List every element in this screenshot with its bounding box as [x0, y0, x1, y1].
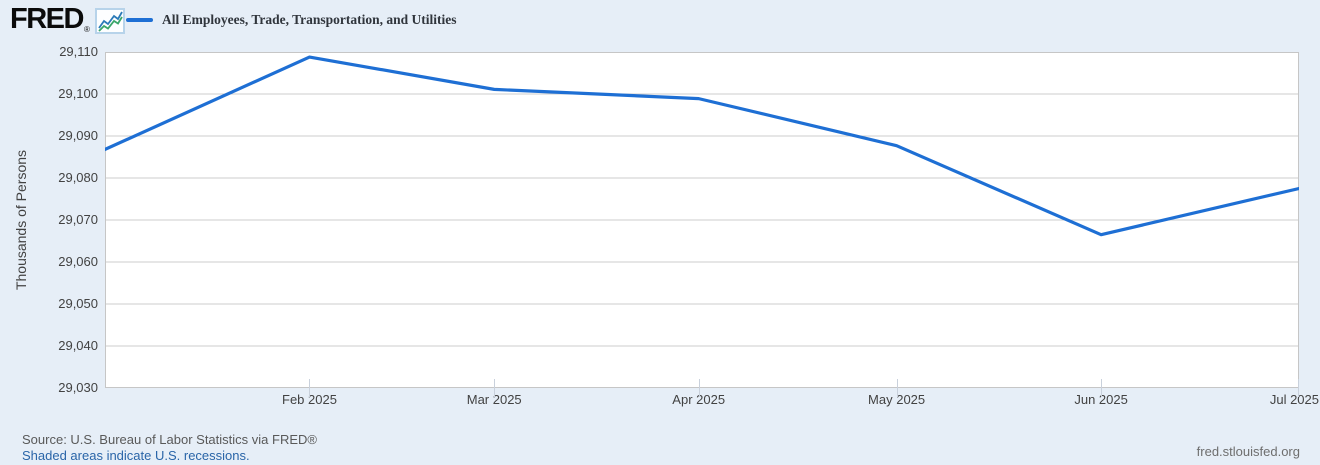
x-tick-label: Jul 2025: [1269, 392, 1319, 407]
x-tick-mark: [494, 379, 496, 397]
x-tick-mark: [896, 379, 898, 397]
y-tick-label: 29,110: [59, 44, 98, 59]
plot-border: [105, 52, 1299, 388]
legend-item: All Employees, Trade, Transportation, an…: [126, 12, 457, 28]
source-text: Source: U.S. Bureau of Labor Statistics …: [22, 432, 317, 447]
fred-wordmark: FRED: [10, 3, 84, 35]
x-tick-mark: [1298, 379, 1299, 397]
x-tick-label: Feb 2025: [282, 392, 337, 407]
y-tick-label: 29,070: [58, 212, 98, 227]
line-series: [105, 55, 1299, 237]
legend-label: All Employees, Trade, Transportation, an…: [162, 12, 457, 27]
x-tick-label: Mar 2025: [466, 392, 522, 407]
y-tick-label: 29,080: [58, 170, 98, 185]
y-tick-label: 29,030: [58, 380, 98, 395]
y-tick-label: 29,100: [58, 86, 98, 101]
y-tick-label: 29,040: [58, 338, 98, 353]
x-tick-mark: [698, 379, 700, 397]
x-tick-label: May 2025: [868, 392, 926, 407]
x-tick-label: Jun 2025: [1074, 392, 1128, 407]
site-watermark: fred.stlouisfed.org: [1196, 444, 1300, 459]
x-tick-mark: [309, 379, 311, 397]
plot-area: [105, 52, 1299, 388]
y-tick-label: 29,060: [58, 254, 98, 269]
y-tick-label: 29,090: [58, 128, 98, 143]
y-tick-label: 29,050: [58, 296, 98, 311]
legend-color-swatch: [126, 18, 153, 22]
x-tick-mark: [1101, 379, 1103, 397]
fred-logo: FRED ®: [10, 5, 125, 34]
registered-trademark: ®: [83, 25, 90, 34]
fred-logo-chart-icon: [94, 8, 125, 34]
recessions-link[interactable]: Shaded areas indicate U.S. recessions.: [22, 448, 250, 463]
x-tick-label: Apr 2025: [672, 392, 726, 407]
